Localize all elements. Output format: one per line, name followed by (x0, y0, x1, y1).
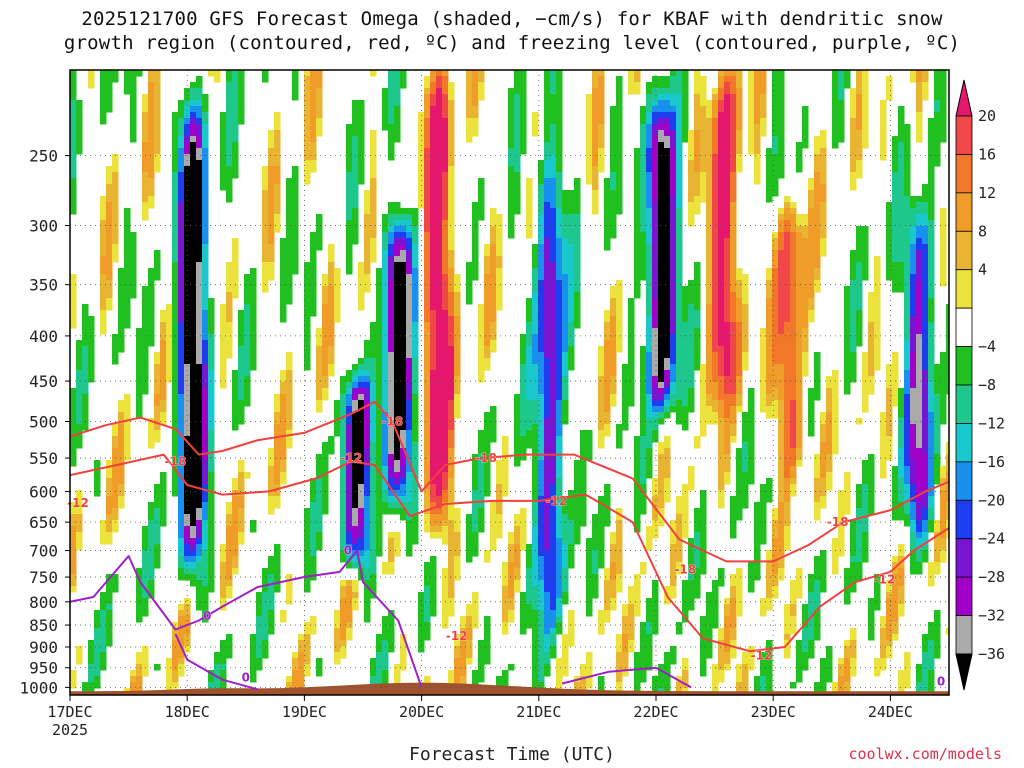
colorbar-label: −4 (978, 338, 996, 356)
x-tick-label: 23DEC (751, 703, 796, 721)
y-tick-label: 750 (29, 568, 58, 587)
colorbar-segment (955, 192, 973, 232)
colorbar-segment (955, 115, 973, 155)
contour-label: 0 (242, 671, 250, 685)
colorbar-label: 8 (978, 222, 987, 240)
contour-label: 0 (344, 544, 352, 558)
colorbar-segment (955, 423, 973, 463)
colorbar-label: −16 (978, 453, 1005, 471)
contour-label: -18 (475, 451, 497, 465)
contour-label: -18 (827, 515, 849, 529)
y-tick-label: 450 (29, 372, 58, 391)
x-tick-label: 18DEC (165, 703, 210, 721)
colorbar-label: −8 (978, 376, 996, 394)
y-tick-label: 400 (29, 327, 58, 346)
x-tick-label: 24DEC (868, 703, 913, 721)
colorbar-segment (955, 576, 973, 616)
y-tick-label: 1000 (19, 678, 58, 697)
colorbar-label: 4 (978, 261, 987, 279)
contour-label: -12 (340, 451, 362, 465)
colorbar-label: 12 (978, 184, 996, 202)
contour-label: -12 (751, 648, 773, 662)
y-tick-label: 800 (29, 593, 58, 612)
y-tick-label: 550 (29, 449, 58, 468)
colorbar-label: −32 (978, 607, 1005, 625)
contour-label: -12 (67, 496, 89, 510)
x-tick-sublabel: 2025 (52, 721, 88, 739)
contour-labels: -18 -12 -18 -12 -18 -12 -18 -12 -18 -12 -12 0 0 0 0 (67, 414, 946, 689)
colorbar-label: −20 (978, 491, 1005, 509)
contour-label: -12 (874, 573, 896, 587)
y-tick-label: 500 (29, 413, 58, 432)
axes: 250 300 350 400 450 500 550 600 650 700 750 800 850 9… (19, 147, 913, 739)
colorbar-segment (955, 615, 973, 655)
y-tick-label: 900 (29, 638, 58, 657)
contour-label: -18 (165, 455, 187, 469)
freezing-contour-low (174, 633, 258, 691)
colorbar-label: −24 (978, 530, 1005, 548)
colorbar: 20 16 12 8 4 −4 −8 −12 −16 −20 −24 −28 −32 −36 (955, 79, 1005, 691)
y-tick-label: 950 (29, 659, 58, 678)
omega-shading (70, 70, 949, 695)
colorbar-segment (955, 346, 973, 386)
contour-lines (70, 400, 949, 691)
y-tick-label: 600 (29, 482, 58, 501)
freezing-contour-main (70, 549, 423, 688)
x-tick-label: 21DEC (516, 703, 561, 721)
contour-label: 0 (203, 609, 211, 623)
colorbar-segment (955, 269, 973, 309)
x-tick-label: 22DEC (633, 703, 678, 721)
plot-frame (69, 69, 950, 696)
colorbar-segment (955, 384, 973, 424)
contour-label: 0 (937, 675, 945, 689)
colorbar-segment (955, 499, 973, 540)
colorbar-bottom-arrow (955, 653, 973, 691)
colorbar-label: 16 (978, 145, 996, 163)
y-tick-label: 250 (29, 147, 58, 166)
x-tick-label: 17DEC (47, 703, 92, 721)
surface-band (70, 682, 949, 695)
colorbar-segment (955, 154, 973, 194)
colorbar-segment (955, 461, 973, 501)
colorbar-top-arrow (955, 79, 973, 117)
colorbar-label: 20 (978, 107, 996, 125)
y-tick-label: 850 (29, 616, 58, 635)
colorbar-label: −36 (978, 645, 1005, 663)
colorbar-segment (955, 538, 973, 578)
chart-title-line-1: 2025121700 GFS Forecast Omega (shaded, −… (81, 8, 943, 30)
colorbar-segment (955, 230, 973, 271)
chart-title-line-2: growth region (contoured, red, ºC) and f… (63, 32, 961, 54)
contour-label: -12 (546, 494, 568, 508)
contour-label: -18 (674, 562, 696, 576)
y-tick-label: 300 (29, 217, 58, 236)
colorbar-label: −12 (978, 414, 1005, 432)
x-tick-label: 19DEC (282, 703, 327, 721)
y-tick-label: 650 (29, 513, 58, 532)
contour-label: -12 (446, 629, 468, 643)
contour-label: -18 (381, 415, 403, 429)
y-tick-label: 700 (29, 542, 58, 561)
x-tick-label: 20DEC (399, 703, 444, 721)
credit-text: coolwx.com/models (848, 745, 1002, 763)
x-axis-title: Forecast Time (UTC) (409, 744, 615, 765)
freezing-contour-lowlevel (561, 666, 692, 689)
y-tick-label: 350 (29, 276, 58, 295)
dgz-contour-minus12 (70, 453, 949, 653)
dgz-contour-minus18 (70, 400, 949, 563)
colorbar-label: −28 (978, 568, 1005, 586)
colorbar-segment (955, 307, 973, 347)
